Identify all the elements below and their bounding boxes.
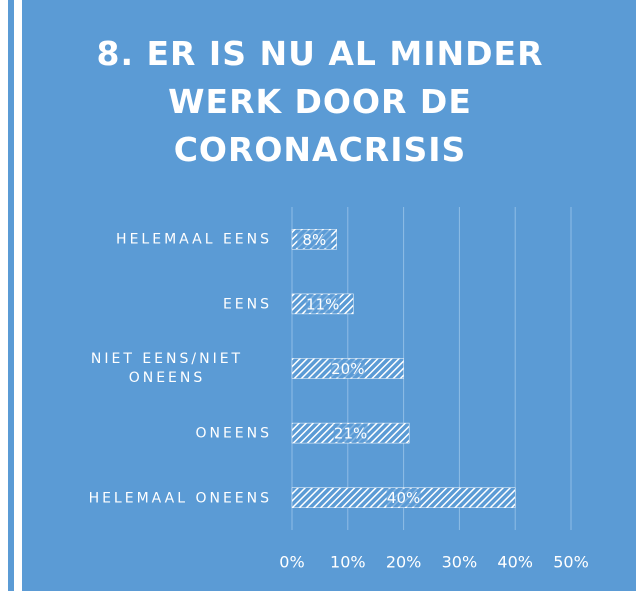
- y-tick-label: EENS: [222, 296, 272, 313]
- y-tick-label: NIET EENS/NIET ONEENS: [90, 350, 244, 386]
- value-label: 20%: [331, 360, 364, 378]
- category-label-box: NIET EENS/NIET ONEENS: [22, 350, 272, 388]
- x-tick-label: 0%: [279, 553, 304, 572]
- value-label-bg: [333, 424, 368, 443]
- value-label: 21%: [334, 425, 367, 443]
- x-tick-label: 10%: [330, 553, 366, 572]
- value-label: 40%: [387, 489, 420, 507]
- chart-title: 8. ER IS NU AL MINDER WERK DOOR DE CORON…: [96, 34, 544, 169]
- value-label: 8%: [302, 231, 326, 249]
- y-tick-label: HELEMAAL ONEENS: [88, 490, 272, 507]
- x-tick-label: 40%: [497, 553, 533, 572]
- value-label-bg: [386, 488, 421, 507]
- value-label: 11%: [306, 295, 339, 313]
- side-strip: [8, 0, 14, 591]
- value-label-bg: [330, 359, 365, 378]
- category-label-box: EENS: [22, 293, 272, 314]
- y-tick-label: ONEENS: [195, 425, 272, 442]
- x-tick-label: 50%: [553, 553, 589, 572]
- value-label-bg: [297, 230, 332, 249]
- value-label-bg: [305, 294, 340, 313]
- category-label-box: HELEMAAL EENS: [22, 229, 272, 250]
- category-label-box: HELEMAAL ONEENS: [22, 487, 272, 508]
- x-tick-label: 30%: [442, 553, 478, 572]
- x-tick-label: 20%: [386, 553, 422, 572]
- y-tick-label: HELEMAAL EENS: [116, 231, 272, 248]
- category-label-box: ONEENS: [22, 423, 272, 444]
